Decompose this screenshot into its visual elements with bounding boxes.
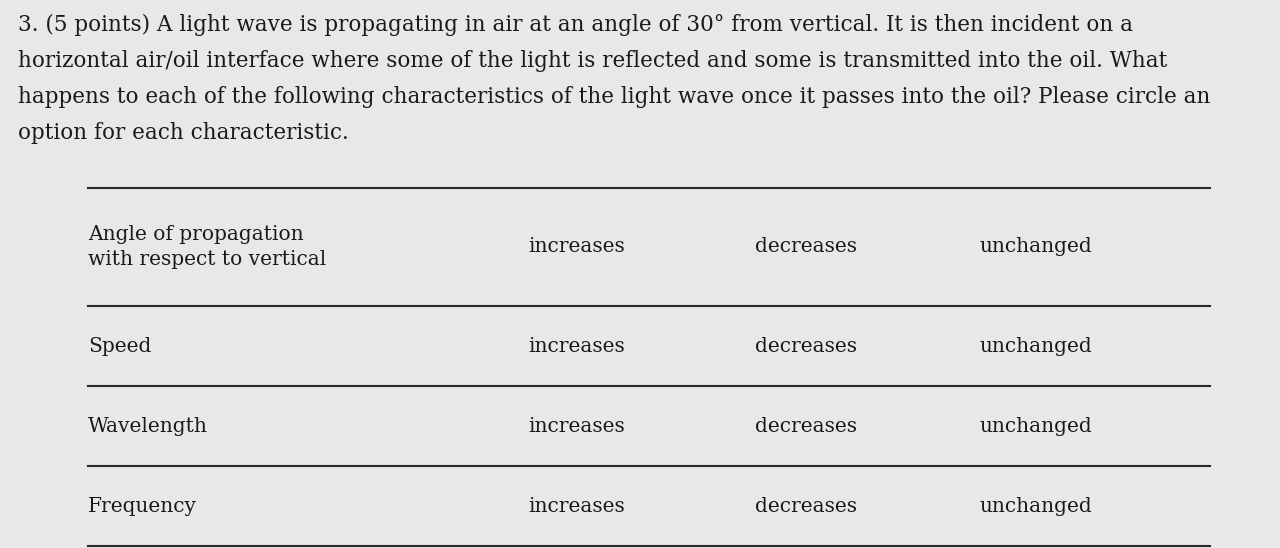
Text: Angle of propagation
with respect to vertical: Angle of propagation with respect to ver… [88,225,326,269]
Text: decreases: decreases [755,336,858,356]
Text: happens to each of the following characteristics of the light wave once it passe: happens to each of the following charact… [18,86,1211,108]
Text: increases: increases [529,336,625,356]
Text: decreases: decreases [755,496,858,516]
Text: unchanged: unchanged [980,496,1093,516]
Text: Speed: Speed [88,336,151,356]
Text: Wavelength: Wavelength [88,416,207,436]
Text: horizontal air/oil interface where some of the light is reflected and some is tr: horizontal air/oil interface where some … [18,50,1167,72]
Text: 3. (5 points) A light wave is propagating in air at an angle of 30° from vertica: 3. (5 points) A light wave is propagatin… [18,14,1133,36]
Text: increases: increases [529,237,625,256]
Text: Frequency: Frequency [88,496,197,516]
Text: option for each characteristic.: option for each characteristic. [18,122,348,144]
Text: increases: increases [529,416,625,436]
Text: unchanged: unchanged [980,336,1093,356]
Text: increases: increases [529,496,625,516]
Text: decreases: decreases [755,237,858,256]
Text: decreases: decreases [755,416,858,436]
Text: unchanged: unchanged [980,416,1093,436]
Text: unchanged: unchanged [980,237,1093,256]
